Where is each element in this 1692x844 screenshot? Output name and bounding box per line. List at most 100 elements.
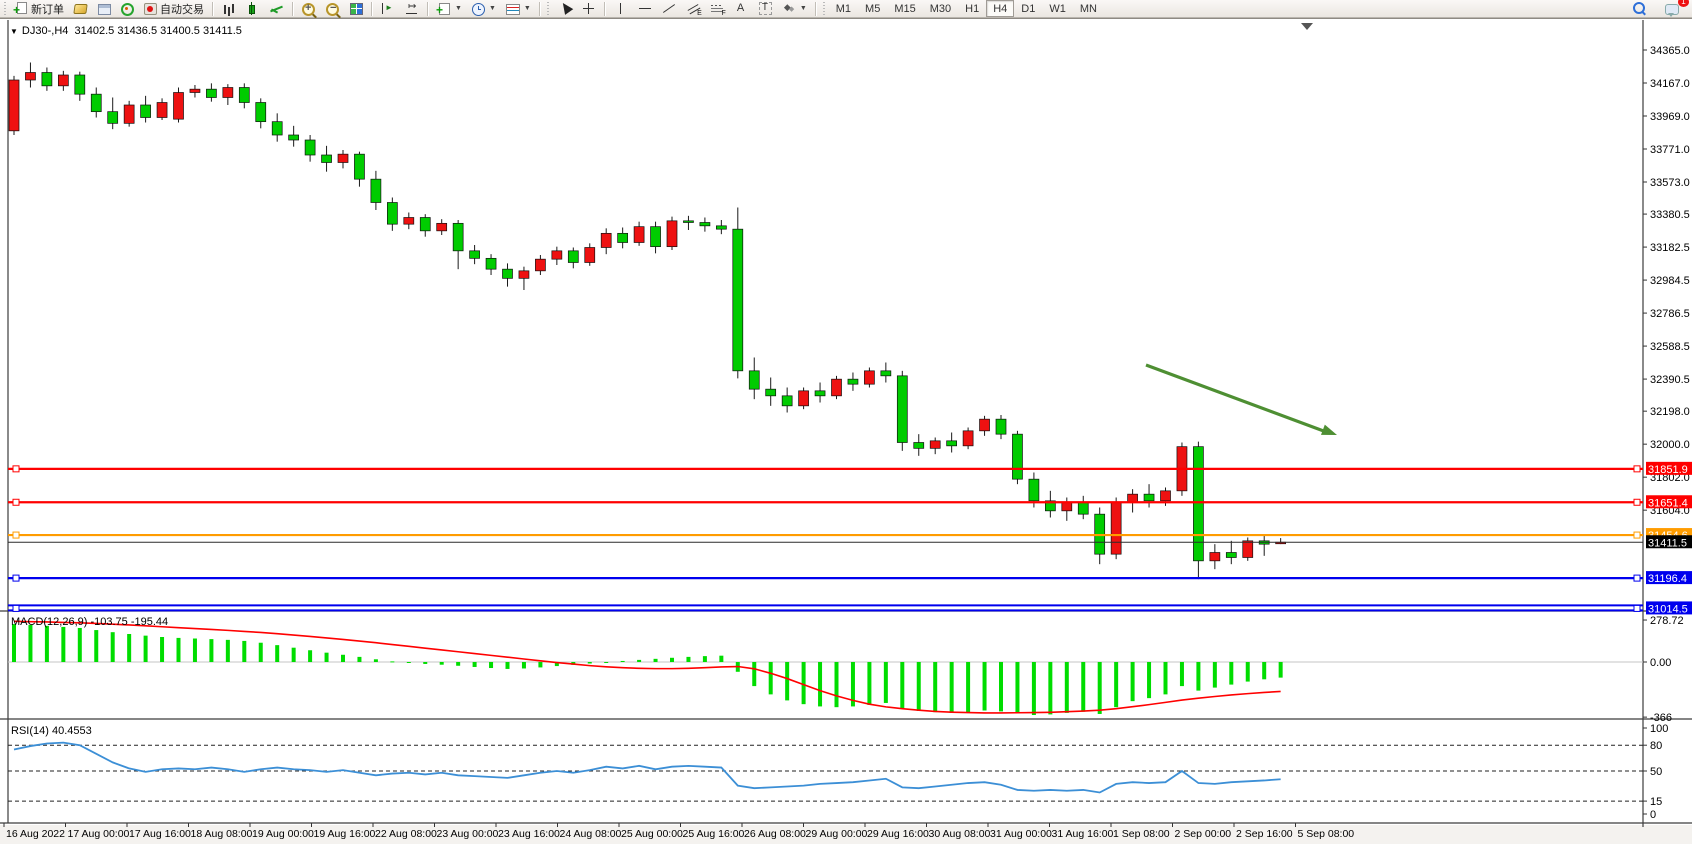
price-line[interactable]: 31454.6 xyxy=(8,528,1692,542)
crosshair-button[interactable] xyxy=(577,0,601,18)
price-line[interactable]: 31014.5 xyxy=(8,601,1692,615)
candlestick-chart-button[interactable] xyxy=(241,0,265,18)
timeframe-m5[interactable]: M5 xyxy=(865,2,881,15)
market-watch-button[interactable] xyxy=(69,0,93,18)
zoom-out-icon xyxy=(326,2,339,16)
timeframe-w1[interactable]: W1 xyxy=(1049,2,1066,15)
fibonacci-button[interactable] xyxy=(705,0,729,18)
candle-body xyxy=(551,250,563,260)
line-handle xyxy=(1633,574,1641,582)
candle-body xyxy=(123,104,135,124)
toolbar-grip[interactable] xyxy=(2,2,7,15)
bar-chart-button[interactable] xyxy=(217,0,241,18)
candle-body xyxy=(798,390,809,407)
candle-body xyxy=(354,153,365,180)
cursor-button[interactable] xyxy=(553,0,577,18)
timeframe-m30[interactable]: M30 xyxy=(929,2,952,15)
search-button[interactable] xyxy=(1628,0,1652,18)
horizontal-line-icon xyxy=(638,2,652,15)
price-line-badge-label: 31014.5 xyxy=(1648,603,1688,615)
macd-bar xyxy=(1064,662,1069,713)
horizontal-line-button[interactable] xyxy=(633,0,657,18)
macd-bar xyxy=(28,624,33,662)
timeframe-group: M1 M5 M15 M30 H1 H4 D1 W1 MN xyxy=(829,0,1104,17)
zoom-in-button[interactable] xyxy=(297,0,321,18)
timeframe-d1[interactable]: D1 xyxy=(1021,2,1036,15)
candle-body xyxy=(189,88,201,93)
zoom-out-button[interactable] xyxy=(321,0,345,18)
candle-body xyxy=(271,121,283,136)
chevron-down-icon: ▼ xyxy=(523,5,531,12)
price-line-badge xyxy=(1646,535,1692,549)
text-label-button[interactable] xyxy=(753,0,777,18)
candle-body xyxy=(74,74,86,95)
chart-shift-marker[interactable] xyxy=(1301,23,1313,30)
equidistant-channel-button[interactable] xyxy=(681,0,705,18)
timeframe-h1[interactable]: H1 xyxy=(965,2,980,15)
candle-body xyxy=(321,154,332,163)
price-line[interactable]: 31851.9 xyxy=(8,461,1692,476)
price-tick-label: 32000.0 xyxy=(1650,439,1690,451)
time-axis-label: 22 Aug 08:00 xyxy=(375,828,437,840)
trendline-button[interactable] xyxy=(657,0,681,18)
text-icon xyxy=(734,2,748,15)
macd-bar xyxy=(686,656,691,662)
timeframe-mn[interactable]: MN xyxy=(1079,2,1097,15)
macd-bar xyxy=(242,640,247,662)
candle-body xyxy=(8,79,20,132)
new-chart-button[interactable]: ▼ xyxy=(432,0,467,18)
candle-body xyxy=(1110,502,1122,555)
signals-button[interactable] xyxy=(116,0,139,18)
text-button[interactable] xyxy=(729,0,753,18)
chart-canvas[interactable]: 34365.0 34167.0 33969.0 33771.0 33573.0 33380… xyxy=(0,19,1692,844)
time-axis-label: 23 Aug 00:00 xyxy=(437,828,499,840)
periods-button[interactable]: ▼ xyxy=(467,0,501,18)
price-line[interactable]: 31651.4 xyxy=(8,495,1692,509)
auto-scroll-button[interactable] xyxy=(376,0,400,18)
tile-windows-button[interactable] xyxy=(345,0,368,18)
price-tick-label: 33771.0 xyxy=(1650,144,1690,156)
candle-body xyxy=(847,378,859,385)
candle-body xyxy=(1028,478,1040,502)
navigator-icon xyxy=(98,4,111,15)
candle-body xyxy=(584,247,596,263)
autotrading-button[interactable]: 自动交易 xyxy=(139,0,209,18)
vertical-line-button[interactable] xyxy=(609,0,633,18)
trend-arrow[interactable] xyxy=(1145,363,1337,435)
macd-bar xyxy=(554,662,559,667)
price-tick-label: 32588.5 xyxy=(1650,341,1690,353)
new-order-button[interactable]: 新订单 xyxy=(9,0,69,18)
price-line-badge xyxy=(1646,461,1692,475)
price-tick-label: 33969.0 xyxy=(1650,111,1690,123)
macd-bar xyxy=(225,639,230,662)
time-axis-label: 25 Aug 00:00 xyxy=(621,828,683,840)
line-handle xyxy=(1633,604,1641,612)
macd-bar xyxy=(785,662,790,701)
timeframe-h4[interactable]: H4 xyxy=(986,0,1015,17)
time-axis-label: 19 Aug 16:00 xyxy=(314,828,376,840)
timeframe-m15[interactable]: M15 xyxy=(894,2,916,15)
notifications-button[interactable]: 1 xyxy=(1660,0,1689,18)
candle-body xyxy=(715,225,727,230)
price-tick-label: 32786.5 xyxy=(1650,308,1690,320)
collapse-triangle-icon[interactable]: ▼ xyxy=(10,27,18,36)
templates-button[interactable]: ▼ xyxy=(501,0,536,18)
line-chart-button[interactable] xyxy=(265,0,289,18)
price-line[interactable]: 31196.4 xyxy=(8,571,1692,585)
candle-body xyxy=(666,220,678,248)
arrows-button[interactable]: ▼ xyxy=(777,0,812,18)
time-axis-label: 19 Aug 00:00 xyxy=(252,828,314,840)
toolbar-grip[interactable] xyxy=(821,2,827,15)
macd-bar xyxy=(308,650,313,662)
timeframe-m1[interactable]: M1 xyxy=(835,2,852,15)
toolbar-grip[interactable] xyxy=(545,2,551,15)
macd-signal-line xyxy=(13,620,1281,714)
candle-body xyxy=(222,87,234,98)
time-axis-label: 2 Sep 00:00 xyxy=(1175,828,1232,840)
symbol-title-symbol: DJ30-,H4 xyxy=(21,25,69,37)
price-line-badge xyxy=(1646,571,1692,585)
candle-body xyxy=(436,222,448,232)
navigator-button[interactable] xyxy=(93,0,116,18)
time-axis-label: 17 Aug 16:00 xyxy=(129,828,191,840)
chart-shift-button[interactable] xyxy=(400,0,424,18)
